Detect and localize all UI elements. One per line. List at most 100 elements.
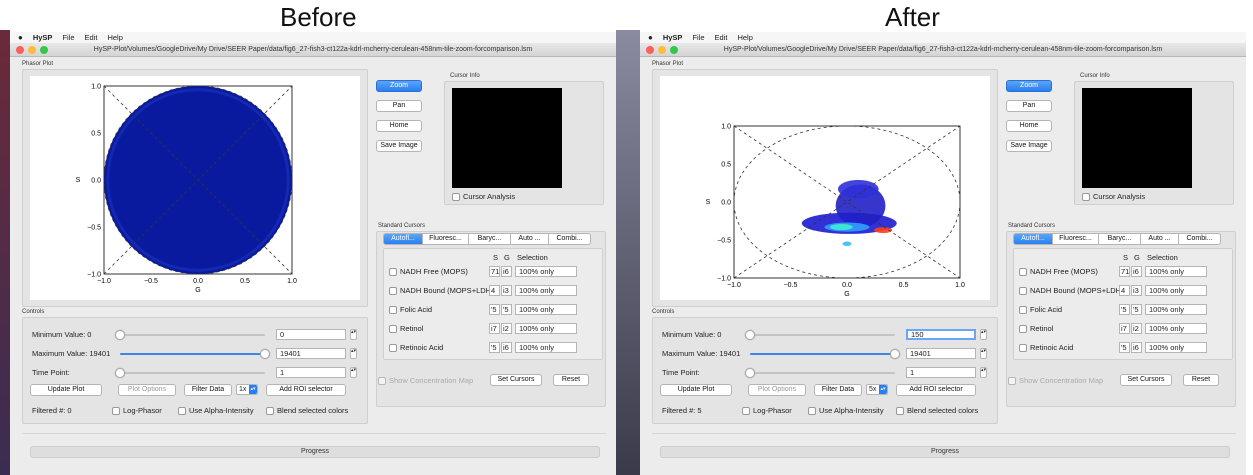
cursor-s-field[interactable]: '5 — [1119, 304, 1130, 315]
home-button[interactable]: Home — [376, 120, 422, 132]
pan-button[interactable]: Pan — [376, 100, 422, 112]
menu-file[interactable]: File — [62, 33, 75, 42]
filter-multiplier-select[interactable]: 5x ▴▾ — [866, 384, 888, 395]
close-window-button[interactable] — [646, 46, 654, 54]
maximize-window-button[interactable] — [40, 46, 48, 54]
time-point-slider-knob[interactable] — [115, 368, 125, 378]
update-plot-button[interactable]: Update Plot — [30, 384, 102, 396]
cursor-checkbox[interactable] — [389, 287, 397, 295]
cursor-s-field[interactable]: 71 — [1119, 266, 1130, 277]
menu-app[interactable]: HySP — [662, 33, 683, 42]
cursor-selection-field[interactable]: 100% only — [1145, 304, 1207, 315]
maximum-value-stepper[interactable]: ▴▾ — [350, 348, 357, 359]
add-roi-selector-button[interactable]: Add ROI selector — [896, 384, 976, 396]
cursor-s-field[interactable]: i7 — [1119, 323, 1130, 334]
tab-fluoresc[interactable]: Fluoresc... — [1053, 233, 1099, 245]
menu-file[interactable]: File — [692, 33, 705, 42]
cursor-g-field[interactable]: '5 — [1131, 304, 1142, 315]
cursor-checkbox[interactable] — [1019, 268, 1027, 276]
tab-baryc[interactable]: Baryc... — [1099, 233, 1141, 245]
phasor-plot[interactable]: −1.0 −0.5 0.0 0.5 1.0 1.0 0.5 0.0 −0.5 −1.0 G S — [660, 76, 990, 300]
tab-autofl[interactable]: Autofl... — [1013, 233, 1053, 245]
cursor-checkbox[interactable] — [389, 325, 397, 333]
set-cursors-button[interactable]: Set Cursors — [1120, 374, 1172, 386]
alpha-intensity-checkbox[interactable] — [178, 407, 186, 415]
minimum-value-slider-knob[interactable] — [745, 330, 755, 340]
set-cursors-button[interactable]: Set Cursors — [490, 374, 542, 386]
cursor-s-field[interactable]: i7 — [489, 323, 500, 334]
phasor-plot[interactable]: −1.0 −0.5 0.0 0.5 1.0 1.0 0.5 0.0 −0.5 −1.0 G S — [30, 76, 360, 300]
maximum-value-input[interactable]: 19401 — [276, 348, 346, 359]
time-point-stepper[interactable]: ▴▾ — [980, 367, 987, 378]
menu-app[interactable]: HySP — [32, 33, 53, 42]
save-image-button[interactable]: Save Image — [1006, 140, 1052, 152]
reset-button[interactable]: Reset — [1183, 374, 1219, 386]
cursor-checkbox[interactable] — [1019, 287, 1027, 295]
cursor-s-field[interactable]: '5 — [1119, 342, 1130, 353]
cursor-s-field[interactable]: '5 — [489, 304, 500, 315]
tab-baryc[interactable]: Baryc... — [469, 233, 511, 245]
tab-combi[interactable]: Combi... — [1179, 233, 1221, 245]
time-point-input[interactable]: 1 — [906, 367, 976, 378]
show-concentration-map-checkbox[interactable] — [1008, 377, 1016, 385]
cursor-checkbox[interactable] — [1019, 306, 1027, 314]
minimum-value-stepper[interactable]: ▴▾ — [350, 329, 357, 340]
maximum-value-input[interactable]: 19401 — [906, 348, 976, 359]
cursor-s-field[interactable]: 4 — [489, 285, 500, 296]
cursor-s-field[interactable]: 4 — [1119, 285, 1130, 296]
cursor-selection-field[interactable]: 100% only — [515, 285, 577, 296]
zoom-button[interactable]: Zoom — [376, 80, 422, 92]
pan-button[interactable]: Pan — [1006, 100, 1052, 112]
minimize-window-button[interactable] — [658, 46, 666, 54]
cursor-g-field[interactable]: i6 — [1131, 342, 1142, 353]
cursor-g-field[interactable]: i3 — [1131, 285, 1142, 296]
cursor-s-field[interactable]: 71 — [489, 266, 500, 277]
filter-data-button[interactable]: Filter Data — [184, 384, 232, 396]
blend-colors-checkbox[interactable] — [266, 407, 274, 415]
filter-data-button[interactable]: Filter Data — [814, 384, 862, 396]
apple-menu-icon[interactable]: ● — [648, 33, 653, 42]
show-concentration-map-checkbox[interactable] — [378, 377, 386, 385]
cursor-selection-field[interactable]: 100% only — [1145, 342, 1207, 353]
cursor-g-field[interactable]: i6 — [1131, 266, 1142, 277]
update-plot-button[interactable]: Update Plot — [660, 384, 732, 396]
cursor-g-field[interactable]: i3 — [501, 285, 512, 296]
menu-help[interactable]: Help — [107, 33, 123, 42]
maximum-value-stepper[interactable]: ▴▾ — [980, 348, 987, 359]
maximum-value-slider-knob[interactable] — [260, 349, 270, 359]
cursor-g-field[interactable]: i2 — [1131, 323, 1142, 334]
cursor-checkbox[interactable] — [389, 306, 397, 314]
zoom-button[interactable]: Zoom — [1006, 80, 1052, 92]
tab-fluoresc[interactable]: Fluoresc... — [423, 233, 469, 245]
cursor-selection-field[interactable]: 100% only — [515, 323, 577, 334]
log-phasor-checkbox[interactable] — [742, 407, 750, 415]
tab-autofl[interactable]: Autofl... — [383, 233, 423, 245]
tab-auto[interactable]: Auto ... — [511, 233, 549, 245]
cursor-selection-field[interactable]: 100% only — [515, 342, 577, 353]
maximum-value-slider-knob[interactable] — [890, 349, 900, 359]
save-image-button[interactable]: Save Image — [376, 140, 422, 152]
time-point-stepper[interactable]: ▴▾ — [350, 367, 357, 378]
menu-edit[interactable]: Edit — [84, 33, 98, 42]
cursor-selection-field[interactable]: 100% only — [515, 266, 577, 277]
cursor-g-field[interactable]: '5 — [501, 304, 512, 315]
minimum-value-stepper[interactable]: ▴▾ — [980, 329, 987, 340]
home-button[interactable]: Home — [1006, 120, 1052, 132]
cursor-checkbox[interactable] — [1019, 344, 1027, 352]
cursor-g-field[interactable]: i6 — [501, 342, 512, 353]
cursor-checkbox[interactable] — [389, 344, 397, 352]
time-point-input[interactable]: 1 — [276, 367, 346, 378]
tab-combi[interactable]: Combi... — [549, 233, 591, 245]
cursor-selection-field[interactable]: 100% only — [1145, 285, 1207, 296]
cursor-g-field[interactable]: i2 — [501, 323, 512, 334]
cursor-selection-field[interactable]: 100% only — [515, 304, 577, 315]
cursor-checkbox[interactable] — [389, 268, 397, 276]
log-phasor-checkbox[interactable] — [112, 407, 120, 415]
minimum-value-slider-knob[interactable] — [115, 330, 125, 340]
close-window-button[interactable] — [16, 46, 24, 54]
minimum-value-input[interactable]: 150 — [906, 329, 976, 340]
time-point-slider-knob[interactable] — [745, 368, 755, 378]
maximize-window-button[interactable] — [670, 46, 678, 54]
cursor-analysis-checkbox[interactable] — [1082, 193, 1090, 201]
blend-colors-checkbox[interactable] — [896, 407, 904, 415]
